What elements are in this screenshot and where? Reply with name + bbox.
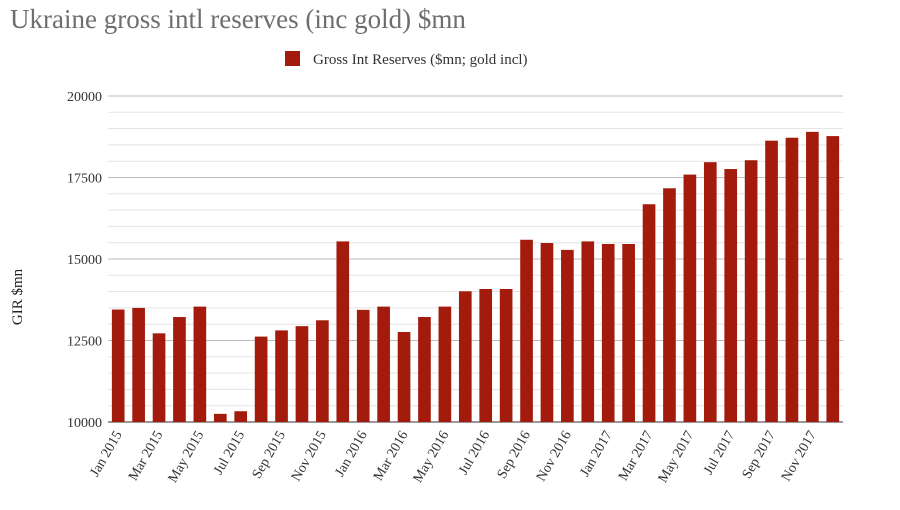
bar — [765, 140, 778, 423]
x-tick-label: Jul 2015 — [211, 429, 248, 478]
y-tick-label: 20000 — [67, 90, 102, 105]
legend: Gross Int Reserves ($mn; gold incl) — [285, 51, 528, 68]
bar — [499, 288, 513, 422]
bar — [703, 162, 717, 423]
bar — [826, 136, 840, 422]
x-tick-label: Sep 2016 — [495, 429, 534, 482]
bar — [540, 243, 554, 422]
x-tick-label: Mar 2016 — [371, 429, 411, 484]
x-tick-label: Mar 2017 — [616, 429, 656, 484]
x-tick-label: Mar 2015 — [126, 429, 166, 484]
bar — [316, 320, 329, 422]
bar — [173, 317, 186, 422]
bar — [438, 306, 452, 422]
x-axis: Jan 2015 Mar 2015 May 2015 Jul 2015 Sep 2015… — [88, 429, 820, 486]
bar — [744, 160, 758, 423]
legend-swatch — [285, 51, 300, 66]
bar — [254, 336, 268, 422]
x-tick-label: May 2015 — [166, 429, 208, 486]
y-axis-title: GIR $mn — [10, 268, 26, 325]
bar — [336, 241, 350, 422]
grid — [108, 95, 843, 423]
bars — [111, 131, 840, 423]
bar — [193, 306, 207, 422]
y-tick-label: 17500 — [67, 172, 102, 187]
y-axis: 10000 12500 15000 17500 20000 — [67, 90, 102, 431]
x-tick-label: Nov 2016 — [534, 429, 575, 485]
y-tick-label: 15000 — [67, 253, 102, 268]
bar — [356, 309, 370, 422]
x-tick-label: Nov 2015 — [289, 429, 330, 485]
bar — [642, 204, 656, 422]
bar — [213, 413, 227, 422]
legend-label: Gross Int Reserves ($mn; gold incl) — [313, 52, 528, 68]
x-tick-label: Sep 2015 — [250, 429, 289, 482]
x-tick-label: Jul 2016 — [456, 429, 493, 478]
bar — [418, 317, 431, 422]
bar — [479, 288, 493, 422]
bar — [581, 241, 595, 422]
x-tick-label: Sep 2017 — [740, 429, 779, 482]
x-tick-label: Jan 2017 — [578, 429, 616, 480]
x-tick-label: Nov 2017 — [779, 429, 820, 485]
bar — [622, 244, 635, 422]
y-tick-label: 10000 — [67, 416, 102, 431]
bar — [724, 169, 738, 422]
bar — [520, 239, 533, 422]
x-tick-label: Jan 2015 — [88, 429, 126, 480]
x-tick-label: Jan 2016 — [333, 429, 371, 480]
chart-title: Ukraine gross intl reserves (inc gold) $… — [10, 4, 466, 34]
bar — [397, 332, 411, 422]
bar — [601, 244, 615, 422]
bar — [295, 326, 309, 422]
bar — [111, 309, 125, 422]
bar — [561, 249, 574, 422]
bar — [683, 174, 697, 422]
bar — [663, 188, 676, 422]
bar — [132, 307, 145, 422]
x-tick-label: May 2017 — [656, 429, 698, 486]
bar — [377, 306, 390, 422]
bar — [234, 411, 248, 422]
bar — [152, 333, 166, 422]
bar — [458, 291, 472, 422]
bar — [806, 131, 819, 423]
bar — [785, 137, 799, 422]
x-tick-label: May 2016 — [411, 429, 453, 486]
x-tick-label: Jul 2017 — [701, 429, 738, 478]
bar — [275, 330, 288, 422]
y-tick-label: 12500 — [67, 335, 102, 350]
